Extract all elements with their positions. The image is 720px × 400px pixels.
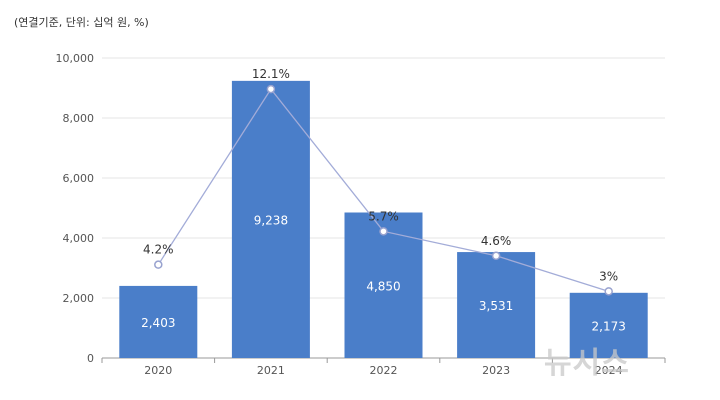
x-tick-label: 2023 xyxy=(482,364,510,377)
bar xyxy=(119,285,198,358)
y-tick-label: 10,000 xyxy=(56,52,95,65)
grid-layer: 0 2,000 4,000 6,000 8,000 10,000 2020 2021 2022 2… xyxy=(56,52,666,377)
bar xyxy=(569,292,648,358)
x-tick-label: 2021 xyxy=(257,364,285,377)
bar xyxy=(231,80,310,359)
y-tick-label: 8,000 xyxy=(63,112,95,125)
x-tick-label: 2020 xyxy=(144,364,172,377)
unit-note: (연결기준, 단위: 십억 원, %) xyxy=(14,16,149,29)
y-tick-label: 4,000 xyxy=(63,232,95,245)
x-tick-label: 2024 xyxy=(595,364,623,377)
percent-marker xyxy=(379,227,388,236)
percent-marker xyxy=(491,251,501,261)
bar-value-label: 9,238 xyxy=(254,213,288,227)
bar-value-label: 2,173 xyxy=(592,319,626,333)
percent-marker xyxy=(154,260,163,269)
percent-marker xyxy=(604,287,613,296)
percent-label: 5.7% xyxy=(368,209,399,223)
percent-label: 12.1% xyxy=(252,67,290,81)
y-tick-label: 2,000 xyxy=(63,292,95,305)
percent-label: 4.2% xyxy=(143,243,174,257)
percent-label: 3% xyxy=(599,269,618,283)
watermark-logo: 뉴시스 xyxy=(544,346,630,381)
percent-marker xyxy=(266,84,276,94)
bar-value-label: 2,403 xyxy=(141,316,175,330)
percent-label: 4.6% xyxy=(481,234,512,248)
x-tick-label: 2022 xyxy=(370,364,398,377)
y-tick-label: 0 xyxy=(87,352,94,365)
bar xyxy=(457,252,536,358)
label-layer: 2,403 9,238 4,850 3,531 2,173 4.2% 12.1% 5.7% 4.… xyxy=(141,67,626,333)
bar-value-label: 3,531 xyxy=(479,299,513,313)
y-tick-label: 6,000 xyxy=(63,172,95,185)
bar-value-label: 4,850 xyxy=(366,279,400,293)
line-layer xyxy=(154,84,613,296)
